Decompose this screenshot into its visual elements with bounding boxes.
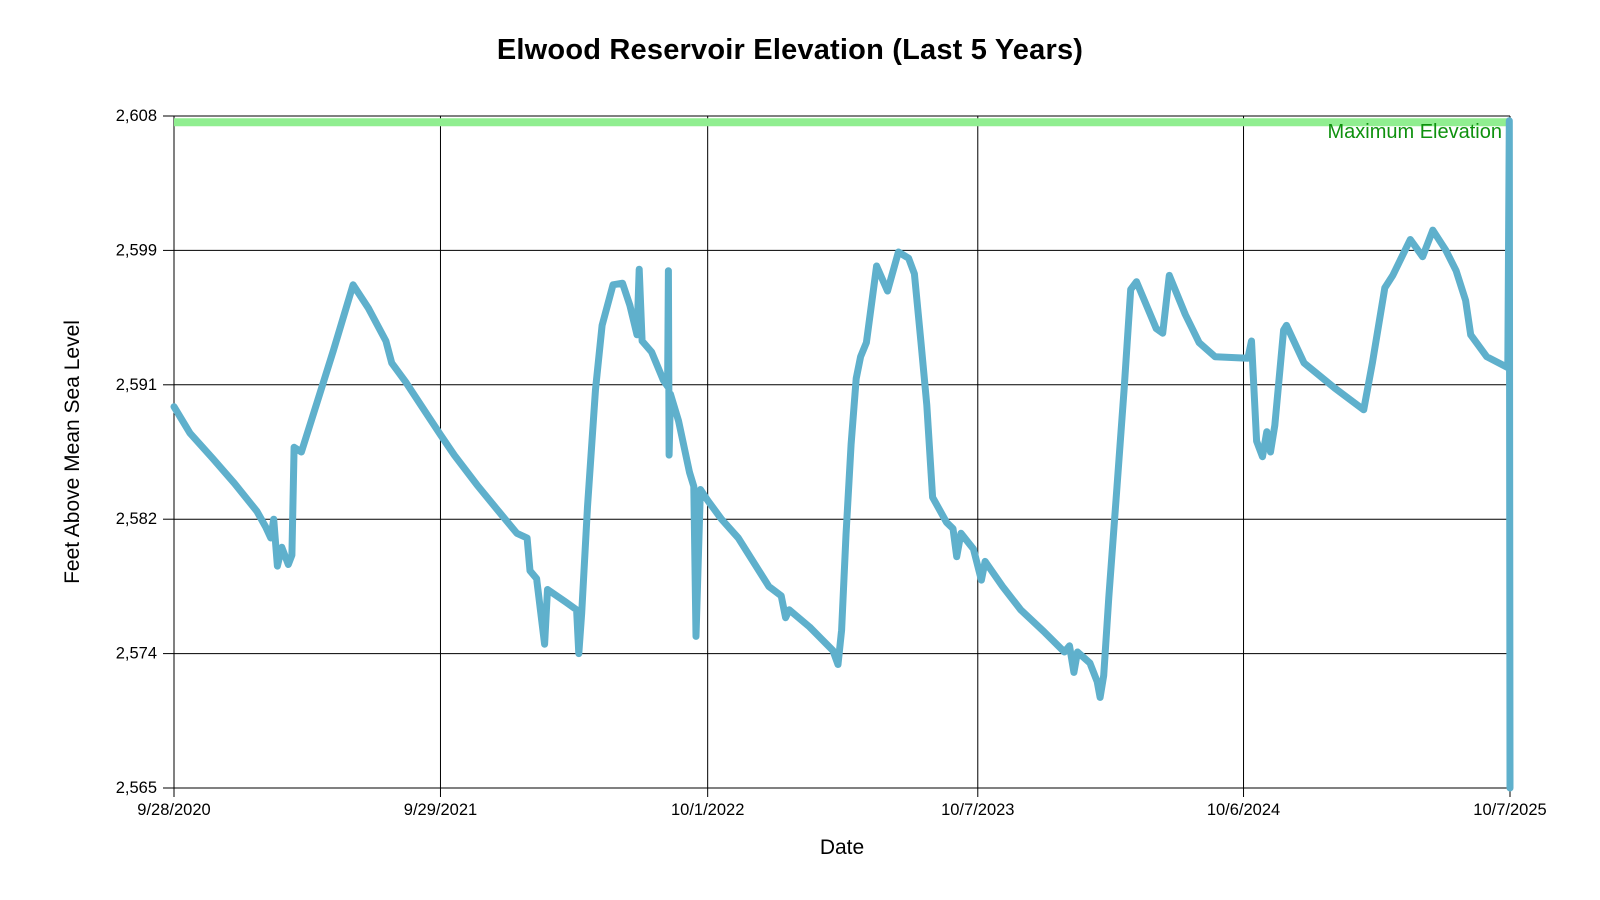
elevation-series-line: [170, 117, 1514, 792]
y-tick-label: 2,582: [116, 510, 157, 528]
x-axis-title: Date: [819, 836, 865, 859]
x-tick-label: 9/28/2020: [137, 801, 210, 819]
x-tick-label: 10/7/2025: [1473, 801, 1546, 819]
x-tick-label: 10/1/2022: [671, 801, 744, 819]
x-tick-label: 10/7/2023: [941, 801, 1014, 819]
y-tick-label: 2,599: [116, 241, 157, 259]
chart-title: Elwood Reservoir Elevation (Last 5 Years…: [496, 34, 1084, 66]
y-tick-label: 2,574: [116, 645, 157, 663]
x-tick-label: 9/29/2021: [404, 801, 477, 819]
max-elevation-label: Maximum Elevation: [1327, 121, 1502, 143]
x-tick-label: 10/6/2024: [1207, 801, 1280, 819]
y-tick-label: 2,591: [116, 376, 157, 394]
y-axis-title: Feet Above Mean Sea Level: [61, 320, 84, 584]
y-tick-label: 2,608: [116, 107, 157, 125]
y-tick-label: 2,565: [116, 779, 157, 797]
